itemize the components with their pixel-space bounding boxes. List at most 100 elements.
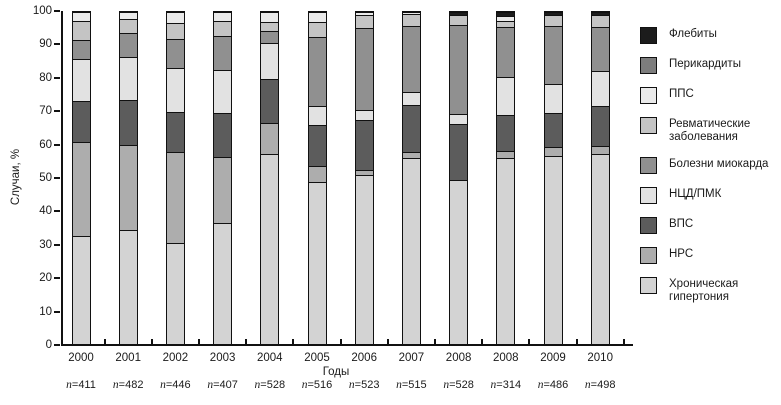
- x-tick-label-year: 2001: [115, 352, 141, 364]
- segment-chronic-hypertension: [497, 158, 515, 344]
- bar-7-2007: [401, 11, 421, 345]
- segment-chronic-hypertension: [166, 242, 184, 344]
- n-count-label: n=314: [490, 379, 522, 391]
- legend-label: ППС: [669, 88, 694, 100]
- segment-myocardial-diseases: [214, 36, 232, 70]
- segment-chronic-hypertension: [72, 236, 90, 344]
- n-count-label: n=516: [301, 379, 333, 391]
- segment-myocardial-diseases: [166, 38, 184, 69]
- segment-vps: [308, 124, 326, 167]
- bar-10-2009: [543, 11, 563, 345]
- bar-4-2004: [260, 11, 280, 345]
- segment-chronic-hypertension: [214, 223, 232, 344]
- segment-nrs: [402, 151, 420, 159]
- x-tick-mark: [528, 339, 531, 344]
- legend-label: Флебиты: [669, 28, 717, 40]
- y-tick-mark: [54, 10, 60, 12]
- y-tick-label: 80: [39, 71, 52, 84]
- segment-rheumatic-diseases: [544, 15, 562, 27]
- segment-myocardial-diseases: [450, 25, 468, 115]
- segment-chronic-hypertension: [591, 154, 609, 344]
- bar-2-2002: [165, 11, 185, 345]
- segment-chronic-hypertension: [308, 181, 326, 344]
- x-tick-label-year: 2005: [304, 352, 330, 364]
- segment-vps: [355, 119, 373, 170]
- legend-item-nrs: НРС: [640, 247, 780, 264]
- y-tick-label: 10: [39, 305, 52, 318]
- n-count-label: n=482: [112, 379, 144, 391]
- segment-vps: [166, 111, 184, 153]
- segment-myocardial-diseases: [591, 26, 609, 72]
- segment-vps: [497, 114, 515, 152]
- segment-chronic-hypertension: [119, 230, 137, 344]
- y-tick-label: 70: [39, 105, 52, 118]
- x-axis-line: [61, 344, 633, 346]
- bar-3-2003: [213, 11, 233, 345]
- segment-chronic-hypertension: [261, 154, 279, 344]
- segment-ncd-pmk: [355, 109, 373, 120]
- bar-9-2008: [496, 11, 516, 345]
- segment-myocardial-diseases: [355, 27, 373, 110]
- segment-vps: [450, 124, 468, 180]
- segment-pps: [261, 12, 279, 22]
- n-count-label: n=446: [160, 379, 191, 391]
- segment-pps: [119, 12, 137, 19]
- legend-swatch-chronic-hypertension: [640, 277, 657, 294]
- segment-pps: [355, 12, 373, 16]
- legend-label: Хроническая гипертония: [669, 278, 739, 303]
- segment-nrs: [308, 166, 326, 182]
- x-tick-label-year: 2002: [162, 352, 189, 364]
- legend-item-chronic-hypertension: Хроническая гипертония: [640, 277, 780, 304]
- x-tick-label-year: 2007: [398, 352, 425, 364]
- legend-item-myocardial-diseases: Болезни миокарда: [640, 157, 780, 174]
- x-tick-mark: [434, 339, 436, 344]
- segment-myocardial-diseases: [497, 26, 515, 78]
- segment-phlebitis: [591, 12, 609, 16]
- legend-swatch-pericarditis: [640, 57, 657, 74]
- x-tick-label-year: 2006: [351, 352, 377, 364]
- bar-8-2008: [449, 11, 469, 345]
- segment-nrs: [497, 151, 515, 159]
- x-tick-mark: [339, 339, 342, 344]
- legend-label: Болезни миокарда: [669, 158, 769, 170]
- segment-ncd-pmk: [261, 42, 279, 80]
- y-tick-label: 0: [45, 339, 52, 351]
- legend-swatch-pps: [640, 87, 657, 104]
- segment-nrs: [591, 145, 609, 155]
- y-axis-line: [61, 11, 63, 346]
- x-tick-label-year: 2004: [257, 352, 283, 364]
- segment-myocardial-diseases: [544, 26, 562, 85]
- segment-ncd-pmk: [402, 92, 420, 105]
- x-tick-label-year: 2008: [493, 352, 519, 364]
- n-count-label: n=528: [443, 379, 474, 391]
- segment-phlebitis: [544, 12, 562, 16]
- legend-swatch-phlebitis: [640, 27, 657, 44]
- n-count-label: n=515: [396, 379, 427, 391]
- segment-nrs: [119, 144, 137, 231]
- legend-item-ncd-pmk: НЦД/ПМК: [640, 187, 780, 204]
- legend-swatch-rheumatic-diseases: [640, 117, 657, 134]
- legend-item-pps: ППС: [640, 87, 780, 104]
- y-tick-label: 60: [39, 138, 52, 151]
- segment-rheumatic-diseases: [119, 18, 137, 33]
- n-count-label: n=407: [207, 379, 238, 391]
- segment-ncd-pmk: [214, 69, 232, 113]
- bar-6-2006: [354, 11, 374, 345]
- legend-swatch-ncd-pmk: [640, 187, 657, 204]
- segment-vps: [214, 112, 232, 158]
- segment-nrs: [261, 122, 279, 155]
- x-tick-mark: [292, 339, 295, 344]
- legend-item-phlebitis: Флебиты: [640, 27, 780, 44]
- x-axis-title: Годы: [322, 366, 350, 378]
- x-tick-mark: [622, 339, 625, 344]
- y-tick-label: 40: [39, 205, 52, 218]
- legend-item-pericarditis: Перикардиты: [640, 57, 780, 74]
- n-count-label: n=411: [66, 379, 96, 391]
- y-tick-mark: [54, 344, 60, 346]
- segment-vps: [261, 79, 279, 123]
- segment-ncd-pmk: [166, 68, 184, 112]
- x-tick-mark: [198, 339, 200, 344]
- segment-rheumatic-diseases: [355, 15, 373, 28]
- segment-chronic-hypertension: [355, 175, 373, 344]
- x-tick-mark: [481, 339, 484, 344]
